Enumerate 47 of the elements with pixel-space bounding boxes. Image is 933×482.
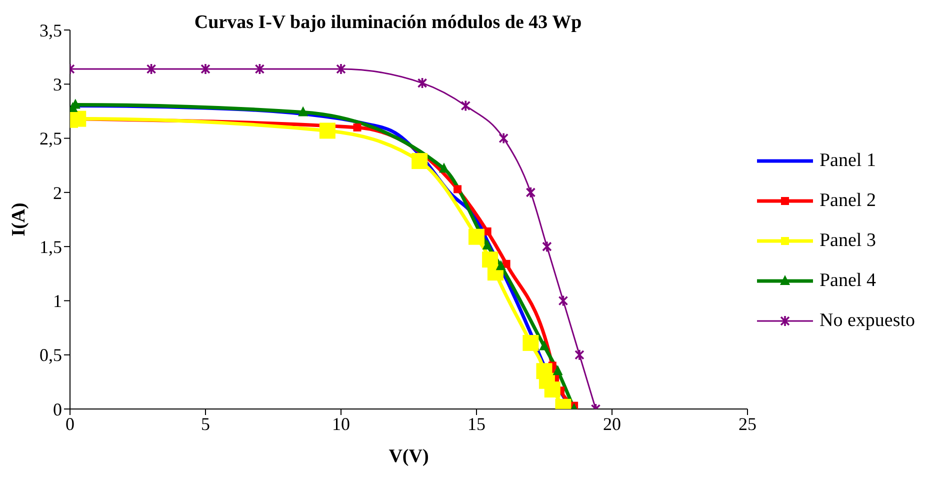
legend-label: No expuesto: [819, 310, 915, 332]
point: [412, 153, 428, 170]
point: [558, 294, 568, 307]
point: [254, 63, 265, 75]
point: [298, 106, 308, 116]
legend-label: Panel 2: [819, 190, 876, 212]
point: [460, 100, 471, 112]
point: [522, 334, 539, 351]
point: [574, 348, 584, 361]
point: [482, 239, 492, 250]
legend-label: Panel 1: [819, 150, 876, 172]
legend-label: Panel 4: [819, 270, 876, 292]
x-tick-label: 5: [200, 414, 210, 434]
point: [417, 77, 428, 89]
point: [319, 122, 336, 139]
y-tick-label: 1: [53, 291, 62, 312]
y-axis-title: I(A): [8, 202, 30, 236]
point: [539, 340, 550, 350]
point: [468, 228, 484, 245]
y-tick-label: 0: [53, 399, 62, 420]
x-tick-label: 20: [602, 414, 621, 434]
point: [498, 132, 508, 144]
y-tick-label: 3,5: [40, 20, 62, 40]
point: [200, 63, 210, 75]
point: [438, 162, 449, 173]
point: [336, 63, 346, 75]
x-axis-title: V(V): [388, 446, 429, 467]
y-tick-label: 0,5: [40, 345, 62, 366]
x-tick-label: 10: [332, 414, 350, 434]
y-tick-label: 3: [53, 74, 62, 95]
point: [454, 185, 462, 194]
point: [526, 186, 536, 198]
y-tick-label: 2,5: [40, 128, 62, 149]
point: [353, 123, 362, 132]
point: [496, 260, 506, 270]
x-tick-label: 0: [66, 414, 74, 434]
point: [502, 260, 510, 268]
y-tick-label: 2: [53, 182, 62, 203]
x-tick-label: 25: [738, 414, 756, 434]
y-tick-label: 1,5: [40, 236, 62, 257]
x-tick-label: 15: [467, 414, 486, 434]
chart-title: Curvas I-V bajo iluminación módulos de 43 Wp: [194, 12, 582, 33]
point: [146, 63, 156, 75]
point: [542, 240, 552, 252]
legend-label: Panel 3: [819, 230, 876, 252]
point: [544, 382, 560, 398]
point: [552, 365, 563, 376]
